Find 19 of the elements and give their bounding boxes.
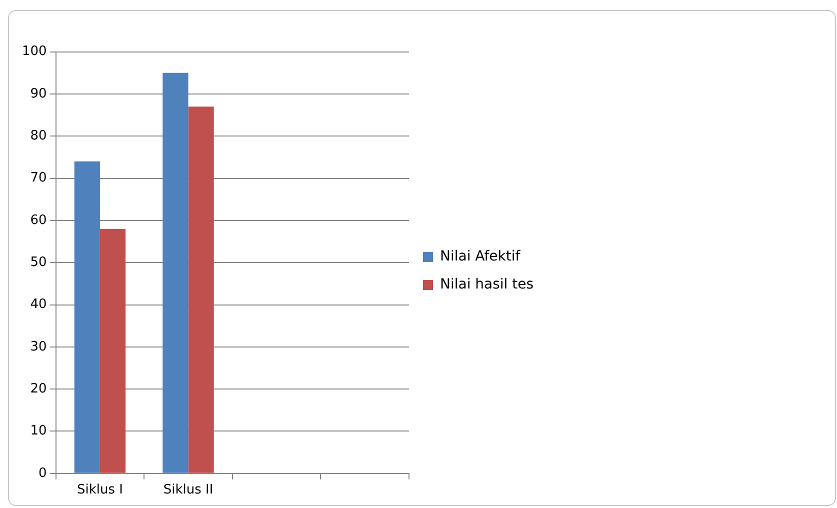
y-tick-label: 50: [30, 254, 47, 270]
y-tick-label: 70: [30, 170, 47, 186]
bar: [162, 72, 188, 473]
bar: [188, 106, 214, 473]
y-tick-label: 80: [30, 128, 47, 144]
y-tick-label: 20: [30, 381, 47, 396]
x-tick-label: Siklus II: [163, 482, 214, 498]
y-tick-label: 90: [30, 86, 47, 102]
legend-label: Nilai Afektif: [440, 248, 522, 265]
bar: [74, 161, 100, 473]
y-tick-label: 0: [38, 466, 47, 481]
y-tick-label: 60: [30, 212, 47, 228]
y-tick-label: 10: [30, 424, 47, 439]
x-tick-label: Siklus I: [76, 482, 123, 498]
y-tick-label: 30: [30, 339, 47, 354]
legend-label: Nilai hasil tes: [440, 276, 534, 293]
bar: [100, 228, 126, 473]
y-tick-label: 40: [30, 297, 47, 312]
y-tick-label: 100: [22, 44, 47, 60]
